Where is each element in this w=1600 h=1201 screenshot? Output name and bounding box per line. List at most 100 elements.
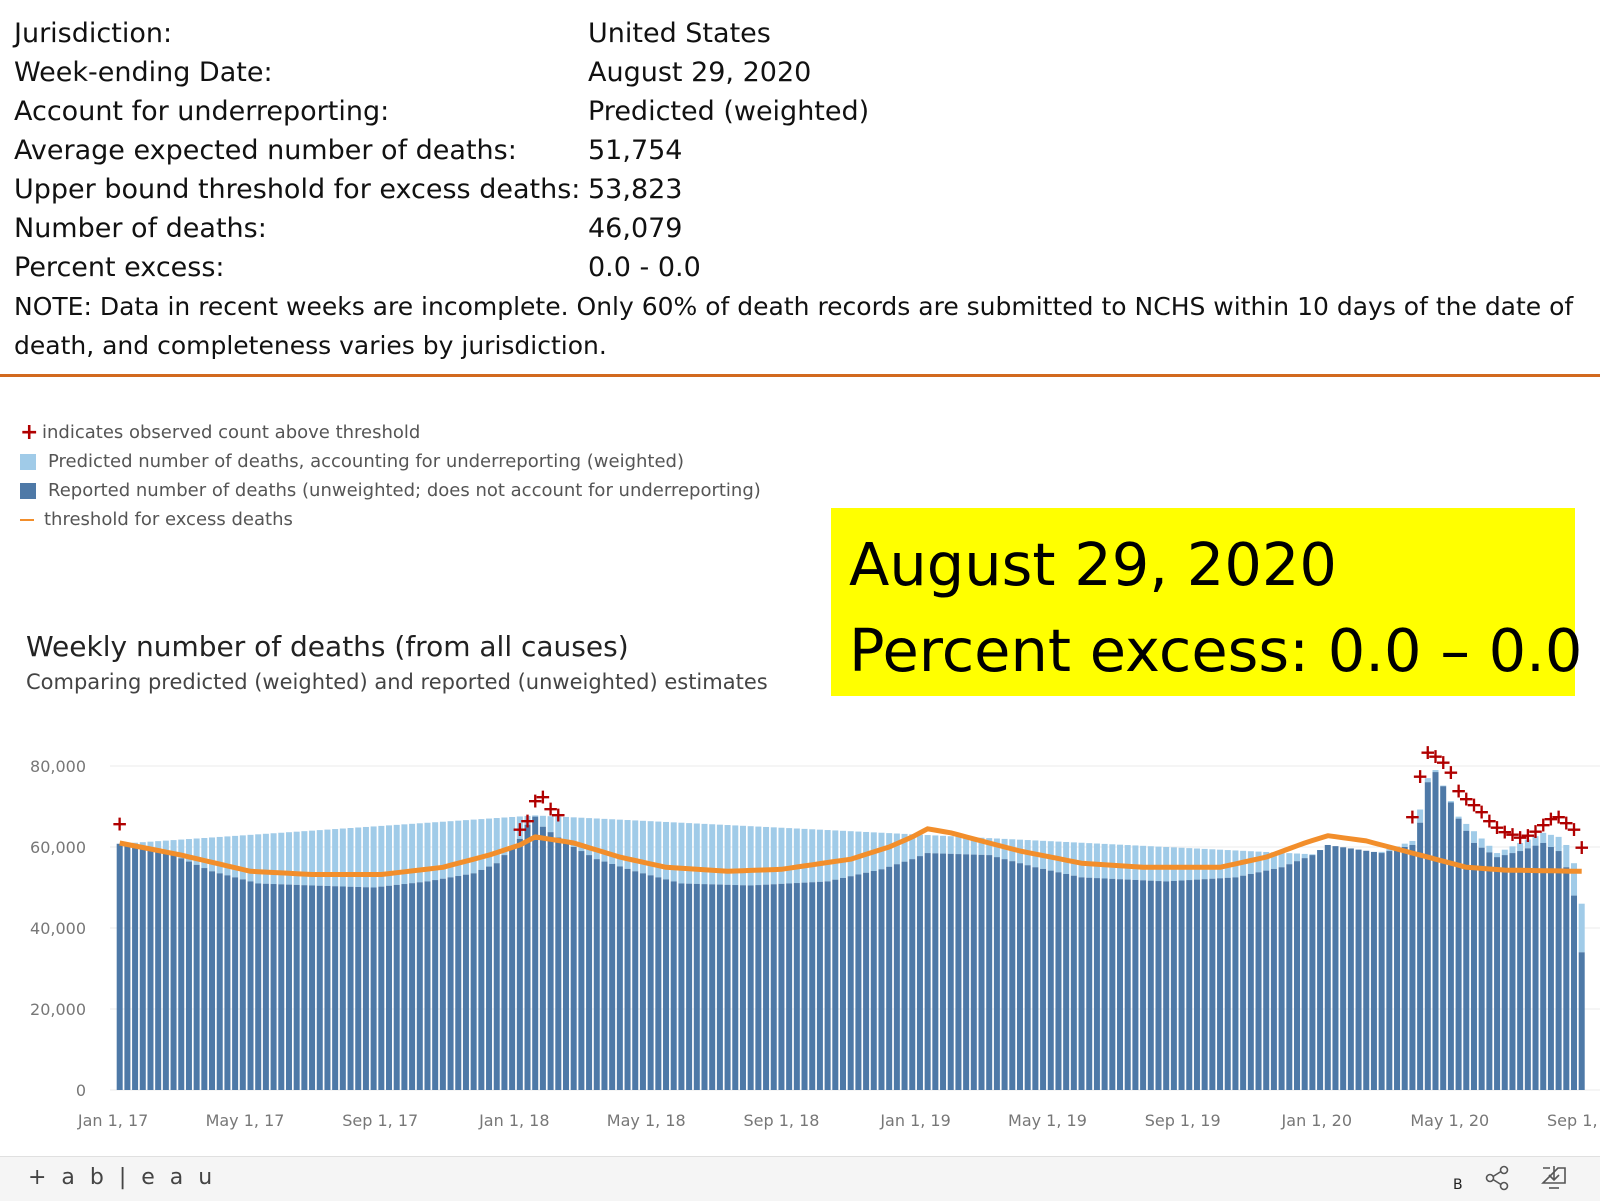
predicted-bar (516, 816, 523, 839)
reported-bar (416, 882, 423, 1090)
above-threshold-marker: + (1466, 792, 1483, 816)
info-value: United States (588, 18, 771, 49)
predicted-swatch-icon (20, 453, 36, 470)
reported-bar (532, 816, 539, 1090)
info-value: 51,754 (588, 135, 683, 166)
predicted-bar (1563, 844, 1570, 868)
x-tick-label: Jan 1, 19 (879, 1111, 950, 1130)
reported-bar (855, 874, 862, 1090)
reported-bar (747, 885, 754, 1090)
reported-bar (678, 883, 685, 1090)
predicted-bar (316, 830, 323, 886)
predicted-bar (486, 818, 493, 867)
reported-bar (1309, 855, 1316, 1090)
reported-bar (940, 853, 947, 1090)
reported-bar (1001, 859, 1008, 1090)
reported-bar (1270, 868, 1277, 1090)
predicted-bar (393, 824, 400, 885)
predicted-bar (1447, 801, 1454, 803)
reported-bar (1016, 863, 1023, 1090)
above-threshold-marker: + (1481, 809, 1498, 833)
predicted-bar (639, 820, 646, 874)
predicted-bar (886, 833, 893, 867)
predicted-bar (1070, 842, 1077, 876)
predicted-bar (1578, 903, 1585, 953)
reported-bar (547, 832, 554, 1090)
reported-bar (916, 856, 923, 1090)
above-threshold-marker: + (1504, 822, 1521, 846)
reported-bar (1463, 830, 1470, 1090)
reported-bar (1278, 867, 1285, 1090)
tableau-logo[interactable]: + a b | e a u (28, 1165, 217, 1190)
reported-bar (1355, 849, 1362, 1090)
predicted-bar (855, 831, 862, 875)
predicted-bar (709, 824, 716, 885)
reported-bar (1578, 952, 1585, 1090)
reported-bar (1209, 878, 1216, 1090)
predicted-bar (1509, 846, 1516, 854)
predicted-bar (1124, 845, 1131, 880)
predicted-bar (285, 832, 292, 885)
predicted-bar (1494, 853, 1501, 858)
legend-item-reported[interactable]: Reported number of deaths (unweighted; d… (20, 476, 761, 505)
predicted-bar (1455, 816, 1462, 819)
reported-bar (355, 886, 362, 1090)
reported-bar (378, 886, 385, 1090)
predicted-bar (216, 836, 223, 874)
predicted-bar (701, 823, 708, 885)
reported-bar (201, 868, 208, 1090)
legend-label: indicates observed count above threshold (42, 422, 421, 443)
info-value: 0.0 - 0.0 (588, 252, 701, 283)
predicted-bar (832, 830, 839, 880)
reported-bar (1186, 880, 1193, 1090)
info-row-percent-excess: Percent excess: 0.0 - 0.0 (14, 248, 1594, 287)
download-icon[interactable] (1540, 1163, 1568, 1191)
reported-bar (1517, 851, 1524, 1090)
predicted-bar (1270, 852, 1277, 869)
reported-bar (162, 853, 169, 1090)
legend-item-predicted[interactable]: Predicted number of deaths, accounting f… (20, 447, 761, 476)
reported-bar (316, 885, 323, 1090)
predicted-bar (670, 822, 677, 882)
legend-item-threshold[interactable]: threshold for excess deaths (20, 505, 761, 534)
share-icon[interactable] (1484, 1165, 1510, 1191)
predicted-bar (1540, 832, 1547, 843)
reported-bar (716, 884, 723, 1090)
predicted-bar (547, 816, 554, 833)
x-tick-label: Sep 1, 19 (1145, 1111, 1221, 1130)
reported-bar (639, 873, 646, 1090)
legend-item-above-threshold[interactable]: + indicates observed count above threshol… (20, 418, 761, 447)
above-threshold-marker: + (1419, 740, 1436, 764)
predicted-bar (1571, 863, 1578, 896)
predicted-bar (155, 841, 162, 852)
predicted-bar (1424, 778, 1431, 783)
reported-bar (209, 871, 216, 1090)
predicted-bar (1209, 849, 1216, 879)
predicted-bar (916, 834, 923, 857)
predicted-bar (655, 821, 662, 878)
predicted-bar (632, 820, 639, 872)
above-threshold-marker: + (511, 817, 528, 841)
chart-subtitle: Comparing predicted (weighted) and repor… (26, 670, 768, 694)
predicted-bar (1409, 840, 1416, 845)
predicted-bar (693, 823, 700, 884)
reported-bar (1032, 867, 1039, 1090)
reported-bar (1224, 877, 1231, 1090)
above-threshold-marker: + (1412, 764, 1429, 788)
predicted-bar (386, 825, 393, 886)
predicted-bar (555, 816, 562, 838)
reported-bar (663, 879, 670, 1090)
predicted-bar (1163, 846, 1170, 882)
reported-bar (732, 885, 739, 1090)
reported-bar (840, 877, 847, 1090)
reported-bar (1240, 875, 1247, 1090)
reported-bar (1117, 879, 1124, 1090)
above-threshold-marker: + (1458, 786, 1475, 810)
info-row-upper-bound: Upper bound threshold for excess deaths:… (14, 170, 1594, 209)
reported-bar (755, 885, 762, 1090)
reported-bar (909, 859, 916, 1090)
reported-bar (770, 884, 777, 1090)
predicted-bar (793, 828, 800, 884)
predicted-bar (816, 829, 823, 882)
